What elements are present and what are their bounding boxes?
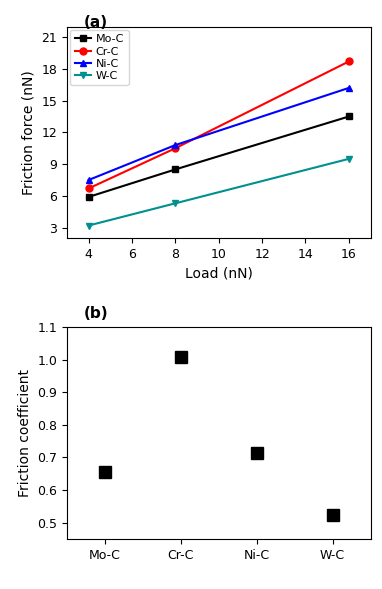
Line: W-C: W-C [85, 155, 352, 229]
Ni-C [346, 84, 351, 91]
Cr-C [346, 58, 351, 65]
Line: Mo-C: Mo-C [85, 113, 352, 200]
Mo-C [346, 113, 351, 120]
Line: Ni-C: Ni-C [85, 84, 352, 184]
Ni-C [173, 141, 178, 148]
W-C [173, 200, 178, 207]
Cr-C [173, 145, 178, 152]
W-C [346, 155, 351, 163]
Mo-C [173, 166, 178, 173]
Cr-C [86, 185, 91, 192]
Y-axis label: Friction coefficient: Friction coefficient [18, 369, 32, 497]
Line: Cr-C: Cr-C [85, 58, 352, 192]
Legend: Mo-C, Cr-C, Ni-C, W-C: Mo-C, Cr-C, Ni-C, W-C [70, 30, 129, 85]
Y-axis label: Friction force (nN): Friction force (nN) [22, 70, 36, 195]
W-C [86, 222, 91, 229]
Mo-C [86, 193, 91, 200]
X-axis label: Load (nN): Load (nN) [185, 267, 253, 280]
Text: (b): (b) [84, 306, 108, 321]
Ni-C [86, 177, 91, 184]
Text: (a): (a) [84, 15, 108, 29]
